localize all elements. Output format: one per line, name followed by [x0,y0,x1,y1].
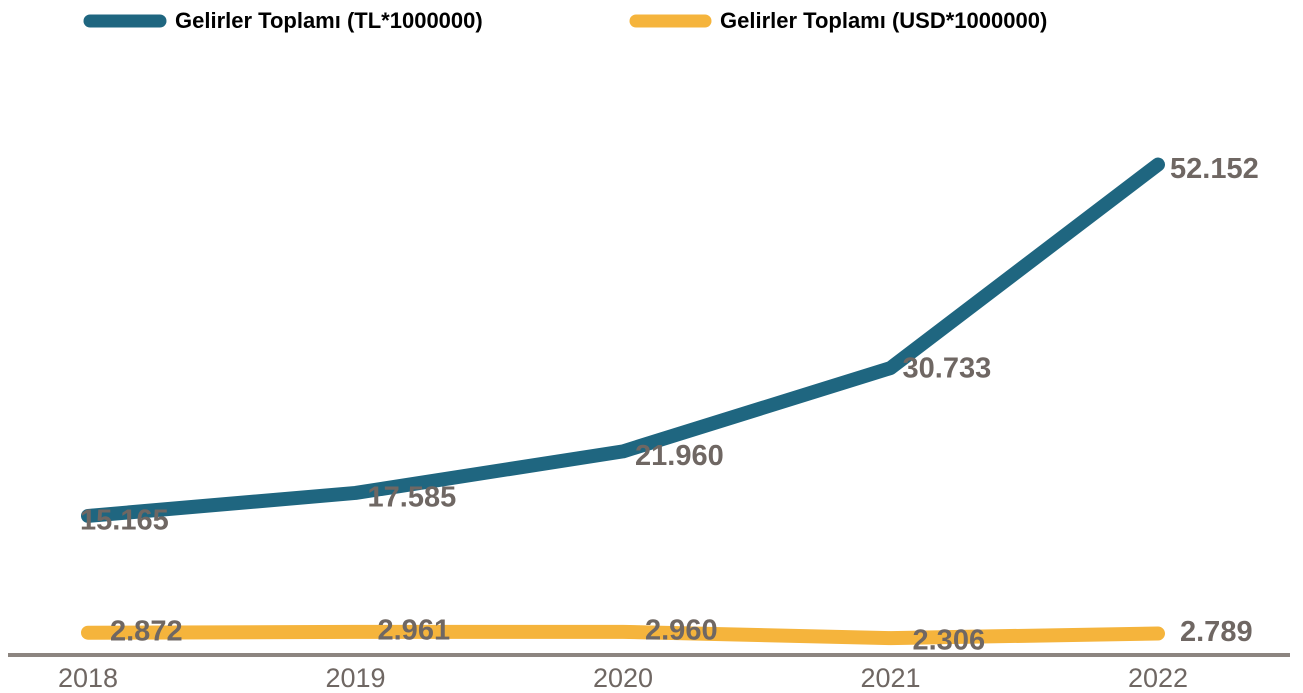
data-label: 30.733 [903,353,992,385]
data-label: 2.960 [645,615,718,647]
data-label: 52.152 [1170,153,1259,185]
legend-label: Gelirler Toplamı (TL*1000000) [175,8,483,33]
data-label: 2.961 [378,615,451,647]
legend-label: Gelirler Toplamı (USD*1000000) [720,8,1047,33]
series-line [81,157,1165,523]
data-label: 17.585 [368,482,457,514]
data-label: 2.789 [1180,616,1253,648]
x-tick-label: 2021 [860,663,920,693]
data-label: 2.872 [110,615,183,647]
x-tick-label: 2018 [58,663,118,693]
series-line [81,624,1165,646]
data-label: 15.165 [80,505,169,537]
x-tick-label: 2022 [1128,663,1188,693]
x-tick-label: 2019 [325,663,385,693]
x-tick-label: 2020 [593,663,653,693]
data-label: 21.960 [635,440,724,472]
data-label: 2.306 [913,625,986,657]
